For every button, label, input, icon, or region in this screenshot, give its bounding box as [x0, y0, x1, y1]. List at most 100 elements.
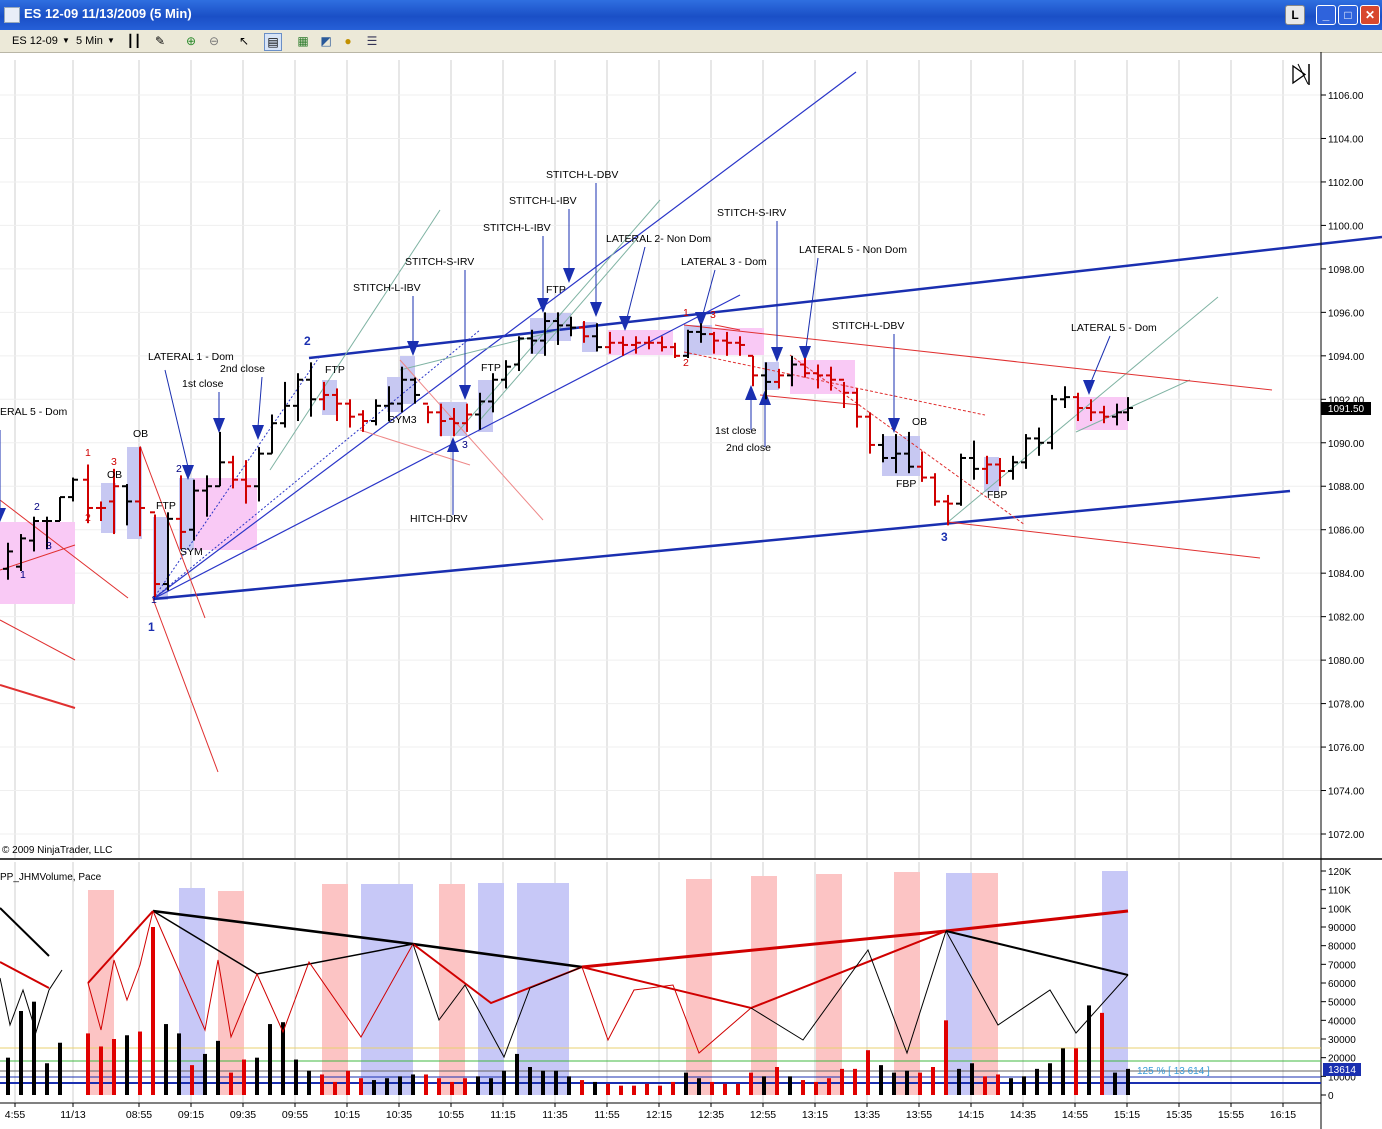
- volume-bar: [437, 1078, 441, 1095]
- time-tick-label: 14:15: [958, 1109, 984, 1121]
- annotation-label: HITCH-DRV: [410, 513, 468, 525]
- price-bar: [839, 378, 849, 408]
- volume-bar: [86, 1033, 90, 1095]
- price-bar: [1008, 455, 1018, 480]
- link-button[interactable]: L: [1285, 5, 1305, 25]
- volume-bar: [762, 1076, 766, 1095]
- chart-properties-icon[interactable]: ▦: [297, 34, 309, 48]
- time-tick-label: 11:15: [490, 1109, 516, 1121]
- time-tick-label: 16:15: [1270, 1109, 1296, 1121]
- time-tick-label: 10:35: [386, 1109, 412, 1121]
- annotation-label: OB: [107, 469, 122, 481]
- price-tick-label: 1090.00: [1328, 439, 1365, 450]
- price-tick-label: 1102.00: [1328, 178, 1364, 189]
- swing-label: 3: [710, 309, 716, 321]
- trend-lines: [0, 71, 1382, 773]
- price-tick-label: 1096.00: [1328, 308, 1365, 319]
- volume-bar: [346, 1070, 350, 1095]
- price-bar: [579, 321, 589, 343]
- price-bar: [42, 516, 52, 550]
- swing-label: 2: [176, 463, 182, 475]
- pencil-icon[interactable]: ✎: [154, 34, 166, 48]
- price-tick-label: 1076.00: [1328, 743, 1365, 754]
- volume-tick-label: 10000: [1328, 1072, 1356, 1083]
- price-bar: [319, 381, 329, 411]
- volume-bar: [190, 1065, 194, 1095]
- time-tick-label: 14:55: [1062, 1109, 1088, 1121]
- volume-bar: [58, 1042, 62, 1095]
- volume-bar: [99, 1046, 103, 1095]
- annotation-label: FTP: [325, 364, 345, 376]
- last-price-marker: 1091.50: [1321, 402, 1371, 415]
- price-tick-label: 1084.00: [1328, 569, 1365, 580]
- volume-bar: [853, 1068, 857, 1095]
- volume-bar: [736, 1083, 740, 1095]
- price-tick-label: 1092.00: [1328, 395, 1365, 406]
- price-bar: [800, 357, 810, 378]
- price-bar: [16, 534, 26, 572]
- volume-bar: [216, 1040, 220, 1095]
- volume-bar: [398, 1076, 402, 1095]
- time-tick-label: 09:35: [230, 1109, 256, 1121]
- volume-bar: [840, 1068, 844, 1095]
- price-bar: [514, 336, 524, 372]
- price-bar: [501, 360, 511, 389]
- swing-label: 2: [683, 357, 689, 369]
- annotation-labels: ERAL 5 - Dom LATERAL 1 - Dom 1st close 2nd …: [0, 169, 1157, 558]
- price-bar: [241, 460, 251, 504]
- swing-label: 3: [46, 540, 52, 552]
- price-bar: [956, 453, 966, 506]
- volume-tick-label: 80000: [1328, 942, 1356, 953]
- volume-tick-label: 90000: [1328, 923, 1356, 934]
- price-chart[interactable]: ERAL 5 - Dom LATERAL 1 - Dom 1st close 2nd …: [0, 52, 1382, 1129]
- price-bar: [540, 312, 550, 356]
- swing-label: 1: [151, 594, 157, 606]
- swing-label: 1: [20, 569, 26, 581]
- volume-bar: [606, 1083, 610, 1095]
- price-bar: [930, 473, 940, 506]
- price-tick-label: 1072.00: [1328, 830, 1365, 841]
- cursor-icon[interactable]: ↖: [238, 34, 250, 48]
- volume-bar: [502, 1070, 506, 1095]
- price-bar: [1047, 394, 1057, 450]
- zoom-out-icon[interactable]: ⊖: [208, 34, 220, 48]
- app-icon: [4, 7, 20, 23]
- price-bar: [150, 511, 160, 598]
- zoom-in-icon[interactable]: ⊕: [185, 34, 197, 48]
- volume-bar: [827, 1078, 831, 1095]
- annotation-label: STITCH-L-DBV: [546, 169, 618, 181]
- annotation-label: LATERAL 3 - Dom: [681, 256, 767, 268]
- close-button[interactable]: ✕: [1360, 5, 1380, 25]
- volume-bar: [697, 1078, 701, 1095]
- volume-bar: [385, 1078, 389, 1095]
- volume-bar: [775, 1067, 779, 1095]
- price-bar: [1112, 403, 1122, 426]
- volume-bar: [801, 1080, 805, 1095]
- interval-selector[interactable]: 5 Min: [76, 35, 103, 47]
- volume-tick-label: 120K: [1328, 867, 1352, 878]
- instrument-selector[interactable]: ES 12-09: [12, 35, 58, 47]
- copyright-label: © 2009 NinjaTrader, LLC: [2, 845, 112, 856]
- price-bar: [215, 431, 225, 488]
- indicators-icon[interactable]: ●: [344, 34, 352, 48]
- price-bar: [280, 381, 290, 428]
- price-bar: [722, 331, 732, 356]
- list-icon[interactable]: ☰: [366, 34, 378, 48]
- volume-bar: [918, 1072, 922, 1095]
- chevron-down-icon[interactable]: ▼: [62, 36, 70, 45]
- data-box-icon[interactable]: ▤: [264, 33, 282, 51]
- volume-bar: [528, 1067, 532, 1095]
- volume-swing-lines: [0, 907, 1129, 1059]
- price-bar: [1034, 427, 1044, 456]
- price-tick-label: 1080.00: [1328, 656, 1365, 667]
- price-bar: [566, 316, 576, 337]
- minimize-button[interactable]: _: [1316, 5, 1336, 25]
- maximize-button[interactable]: □: [1338, 5, 1358, 25]
- bar-type-icon[interactable]: ┃┃: [126, 34, 142, 48]
- strategy-icon[interactable]: ◩: [320, 34, 332, 48]
- volume-bar: [411, 1074, 415, 1095]
- chevron-down-icon[interactable]: ▼: [107, 36, 115, 45]
- volume-last-label: 13614: [1328, 1065, 1356, 1076]
- chart-end-icon[interactable]: [1292, 63, 1310, 85]
- price-bar: [462, 403, 472, 432]
